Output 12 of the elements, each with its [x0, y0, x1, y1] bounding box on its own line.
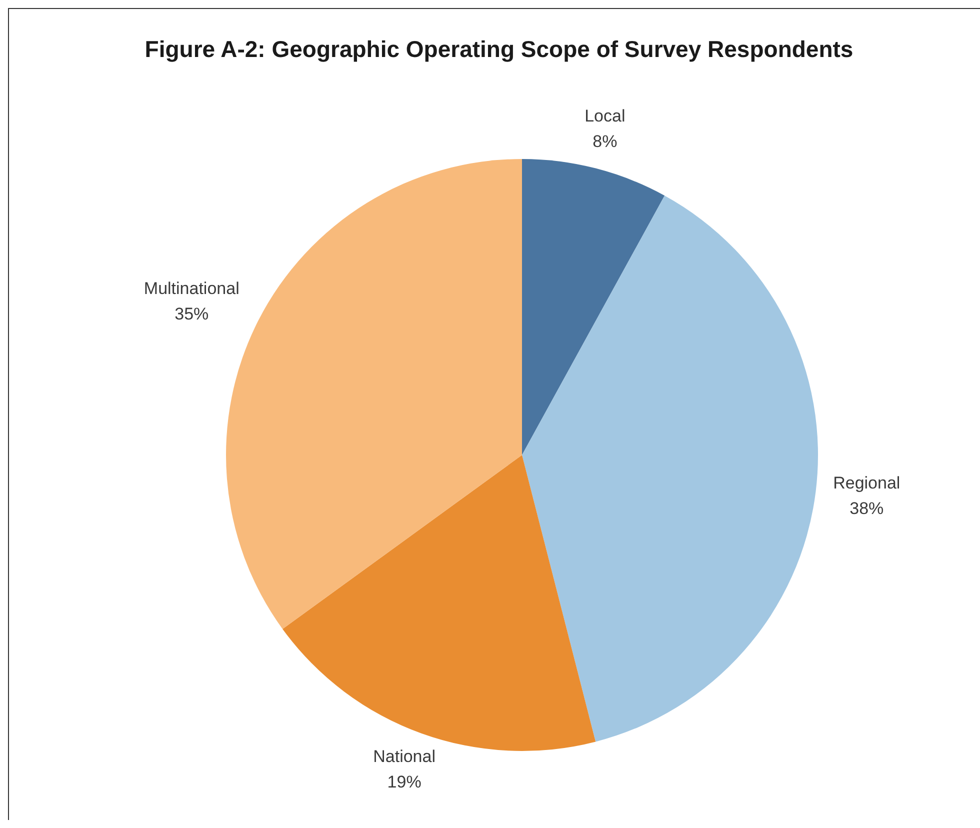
slice-label: National — [373, 747, 436, 766]
slice-label: Local — [584, 106, 626, 126]
chart-title: Figure A-2: Geographic Operating Scope of Survey Respondents — [144, 36, 854, 63]
pie-slice — [522, 196, 818, 742]
slice-label: Multinational — [144, 279, 240, 298]
data-label: 38% — [850, 499, 884, 518]
pie-slice — [282, 455, 596, 751]
data-label: 19% — [387, 772, 422, 792]
slice-label: Regional — [833, 474, 900, 493]
data-label: 35% — [174, 304, 209, 324]
data-label: 8% — [592, 132, 618, 152]
pie-slice — [522, 159, 665, 455]
